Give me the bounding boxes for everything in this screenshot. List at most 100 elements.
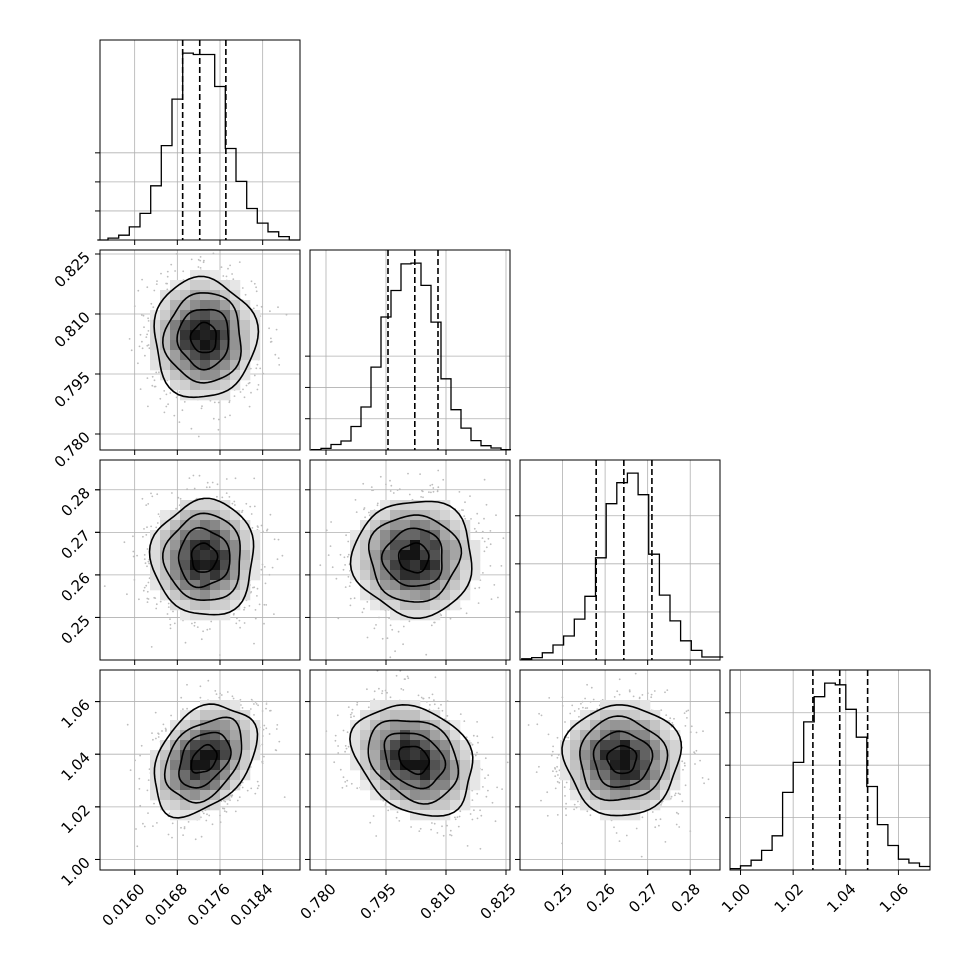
scatter-point: [261, 525, 263, 527]
scatter-point: [249, 382, 251, 384]
scatter-point: [490, 543, 492, 545]
density-cell: [230, 350, 240, 360]
scatter-point: [163, 390, 165, 392]
scatter-point: [362, 483, 364, 485]
density-cell: [200, 510, 210, 520]
scatter-point: [155, 527, 157, 529]
scatter-point: [144, 554, 146, 556]
scatter-point: [148, 563, 150, 565]
scatter-point: [203, 260, 205, 262]
density-cell: [450, 510, 460, 520]
density-cell: [200, 290, 210, 300]
scatter-point: [464, 501, 466, 503]
scatter-point: [255, 618, 257, 620]
scatter-point: [170, 264, 172, 266]
density-cell: [370, 520, 380, 530]
scatter-point: [167, 271, 169, 273]
scatter-point: [253, 308, 255, 310]
scatter-point: [144, 587, 146, 589]
density-cell: [170, 370, 180, 380]
scatter-point: [151, 496, 153, 498]
scatter-point: [214, 402, 216, 404]
scatter-point: [127, 724, 129, 726]
scatter-point: [184, 401, 186, 403]
scatter-point: [152, 306, 154, 308]
scatter-point: [332, 566, 334, 568]
scatter-point: [210, 621, 212, 623]
density-cell: [210, 540, 220, 550]
scatter-point: [250, 591, 252, 593]
scatter-point: [490, 530, 492, 532]
scatter-point: [437, 470, 439, 472]
scatter-point: [463, 515, 465, 517]
scatter-point: [377, 504, 379, 506]
scatter-point: [282, 555, 284, 557]
density-cell: [200, 370, 210, 380]
scatter-point: [166, 283, 168, 285]
scatter-point: [306, 535, 308, 537]
scatter-point: [146, 286, 148, 288]
scatter-point: [330, 545, 332, 547]
density-cell: [190, 300, 200, 310]
scatter-point: [372, 489, 374, 491]
scatter-point: [157, 522, 159, 524]
density-cell: [240, 550, 250, 560]
scatter-point: [497, 597, 499, 599]
scatter-point: [165, 406, 167, 408]
scatter-point: [264, 566, 266, 568]
density-cell: [380, 510, 390, 520]
scatter-point: [148, 582, 150, 584]
scatter-point: [154, 386, 156, 388]
scatter-point: [139, 346, 141, 348]
scatter-point: [243, 609, 245, 611]
scatter-point: [374, 628, 376, 630]
scatter-point: [226, 478, 228, 480]
scatter-point: [195, 243, 197, 245]
scatter-point: [234, 395, 236, 397]
scatter-point: [437, 491, 439, 493]
scatter-point: [490, 565, 492, 567]
scatter-point: [371, 486, 373, 488]
scatter-point: [245, 503, 247, 505]
scatter-point: [503, 537, 505, 539]
scatter-point: [263, 756, 265, 758]
density-cell: [170, 350, 180, 360]
scatter-point: [213, 418, 215, 420]
scatter-point: [150, 303, 152, 305]
scatter-point: [377, 503, 379, 505]
scatter-point: [319, 564, 321, 566]
scatter-point: [403, 626, 405, 628]
density-cell: [160, 310, 170, 320]
scatter-point: [255, 609, 257, 611]
scatter-point: [229, 496, 231, 498]
density-cell: [430, 550, 440, 560]
scatter-point: [276, 329, 278, 331]
scatter-point: [217, 483, 219, 485]
scatter-point: [425, 654, 427, 656]
scatter-point: [273, 613, 275, 615]
scatter-point: [265, 604, 267, 606]
scatter-point: [270, 338, 272, 340]
density-cell: [200, 590, 210, 600]
density-cell: [220, 530, 230, 540]
density-cell: [410, 550, 420, 560]
scatter-point: [278, 539, 280, 541]
scatter-point: [350, 605, 352, 607]
scatter-point: [148, 344, 150, 346]
scatter-point: [340, 554, 342, 556]
density-cell: [230, 280, 240, 290]
scatter-point: [368, 512, 370, 514]
density-cell: [410, 560, 420, 570]
scatter-point: [399, 488, 401, 490]
density-cell: [440, 510, 450, 520]
scatter-point: [263, 604, 265, 606]
density-cell: [160, 290, 170, 300]
scatter-point: [142, 347, 144, 349]
scatter-point: [141, 341, 143, 343]
density-cell: [430, 540, 440, 550]
panel-3-0-content: [100, 653, 300, 870]
scatter-point: [437, 486, 439, 488]
scatter-point: [172, 611, 174, 613]
scatter-point: [482, 572, 484, 574]
density-cell: [410, 540, 420, 550]
